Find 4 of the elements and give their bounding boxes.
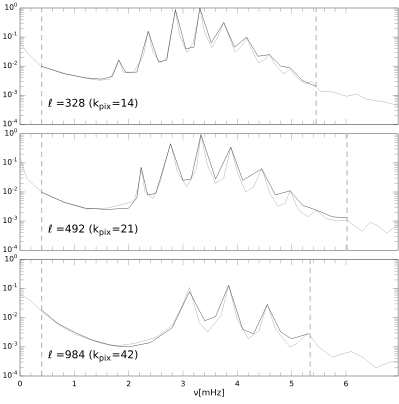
- annotation: ℓ =984 (k$_{pix}$=42): [48, 350, 138, 362]
- annotation: ℓ =328 (k$_{pix}$=14): [48, 98, 138, 111]
- annotation: ℓ =492 (k$_{pix}$=21): [48, 224, 138, 237]
- x-axis-title: ν[mHz]: [194, 388, 224, 397]
